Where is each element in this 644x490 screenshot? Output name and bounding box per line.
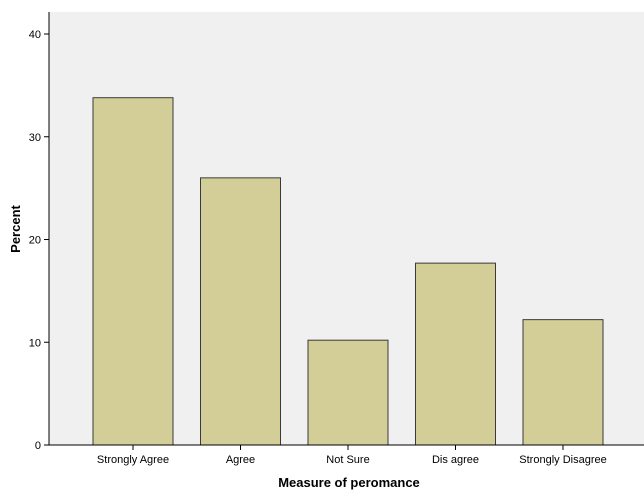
x-tick-label-1: Agree: [226, 454, 255, 466]
x-axis-title: Measure of peromance: [278, 475, 420, 490]
y-tick-label-2: 20: [29, 235, 41, 247]
bar-0: [92, 97, 174, 446]
y-axis: 0 10 20 30 40: [29, 12, 50, 452]
y-tick-label-3: 30: [29, 132, 41, 144]
x-tick-label-2: Not Sure: [326, 454, 369, 466]
bars-group: [92, 97, 604, 446]
y-axis-title: Percent: [8, 204, 23, 252]
y-tick-label-0: 0: [35, 440, 41, 452]
bar-2: [307, 339, 389, 446]
y-tick-label-1: 10: [29, 337, 41, 349]
x-tick-label-0: Strongly Agree: [97, 454, 169, 466]
x-tick-label-4: Strongly Disagree: [519, 454, 606, 466]
y-tick-label-4: 40: [29, 29, 41, 41]
bar-4: [522, 319, 604, 446]
bar-1: [200, 177, 281, 446]
x-tick-label-3: Dis agree: [432, 454, 479, 466]
x-axis: Strongly Agree Agree Not Sure Dis agree Stro…: [49, 444, 644, 466]
bar-3: [415, 262, 496, 446]
